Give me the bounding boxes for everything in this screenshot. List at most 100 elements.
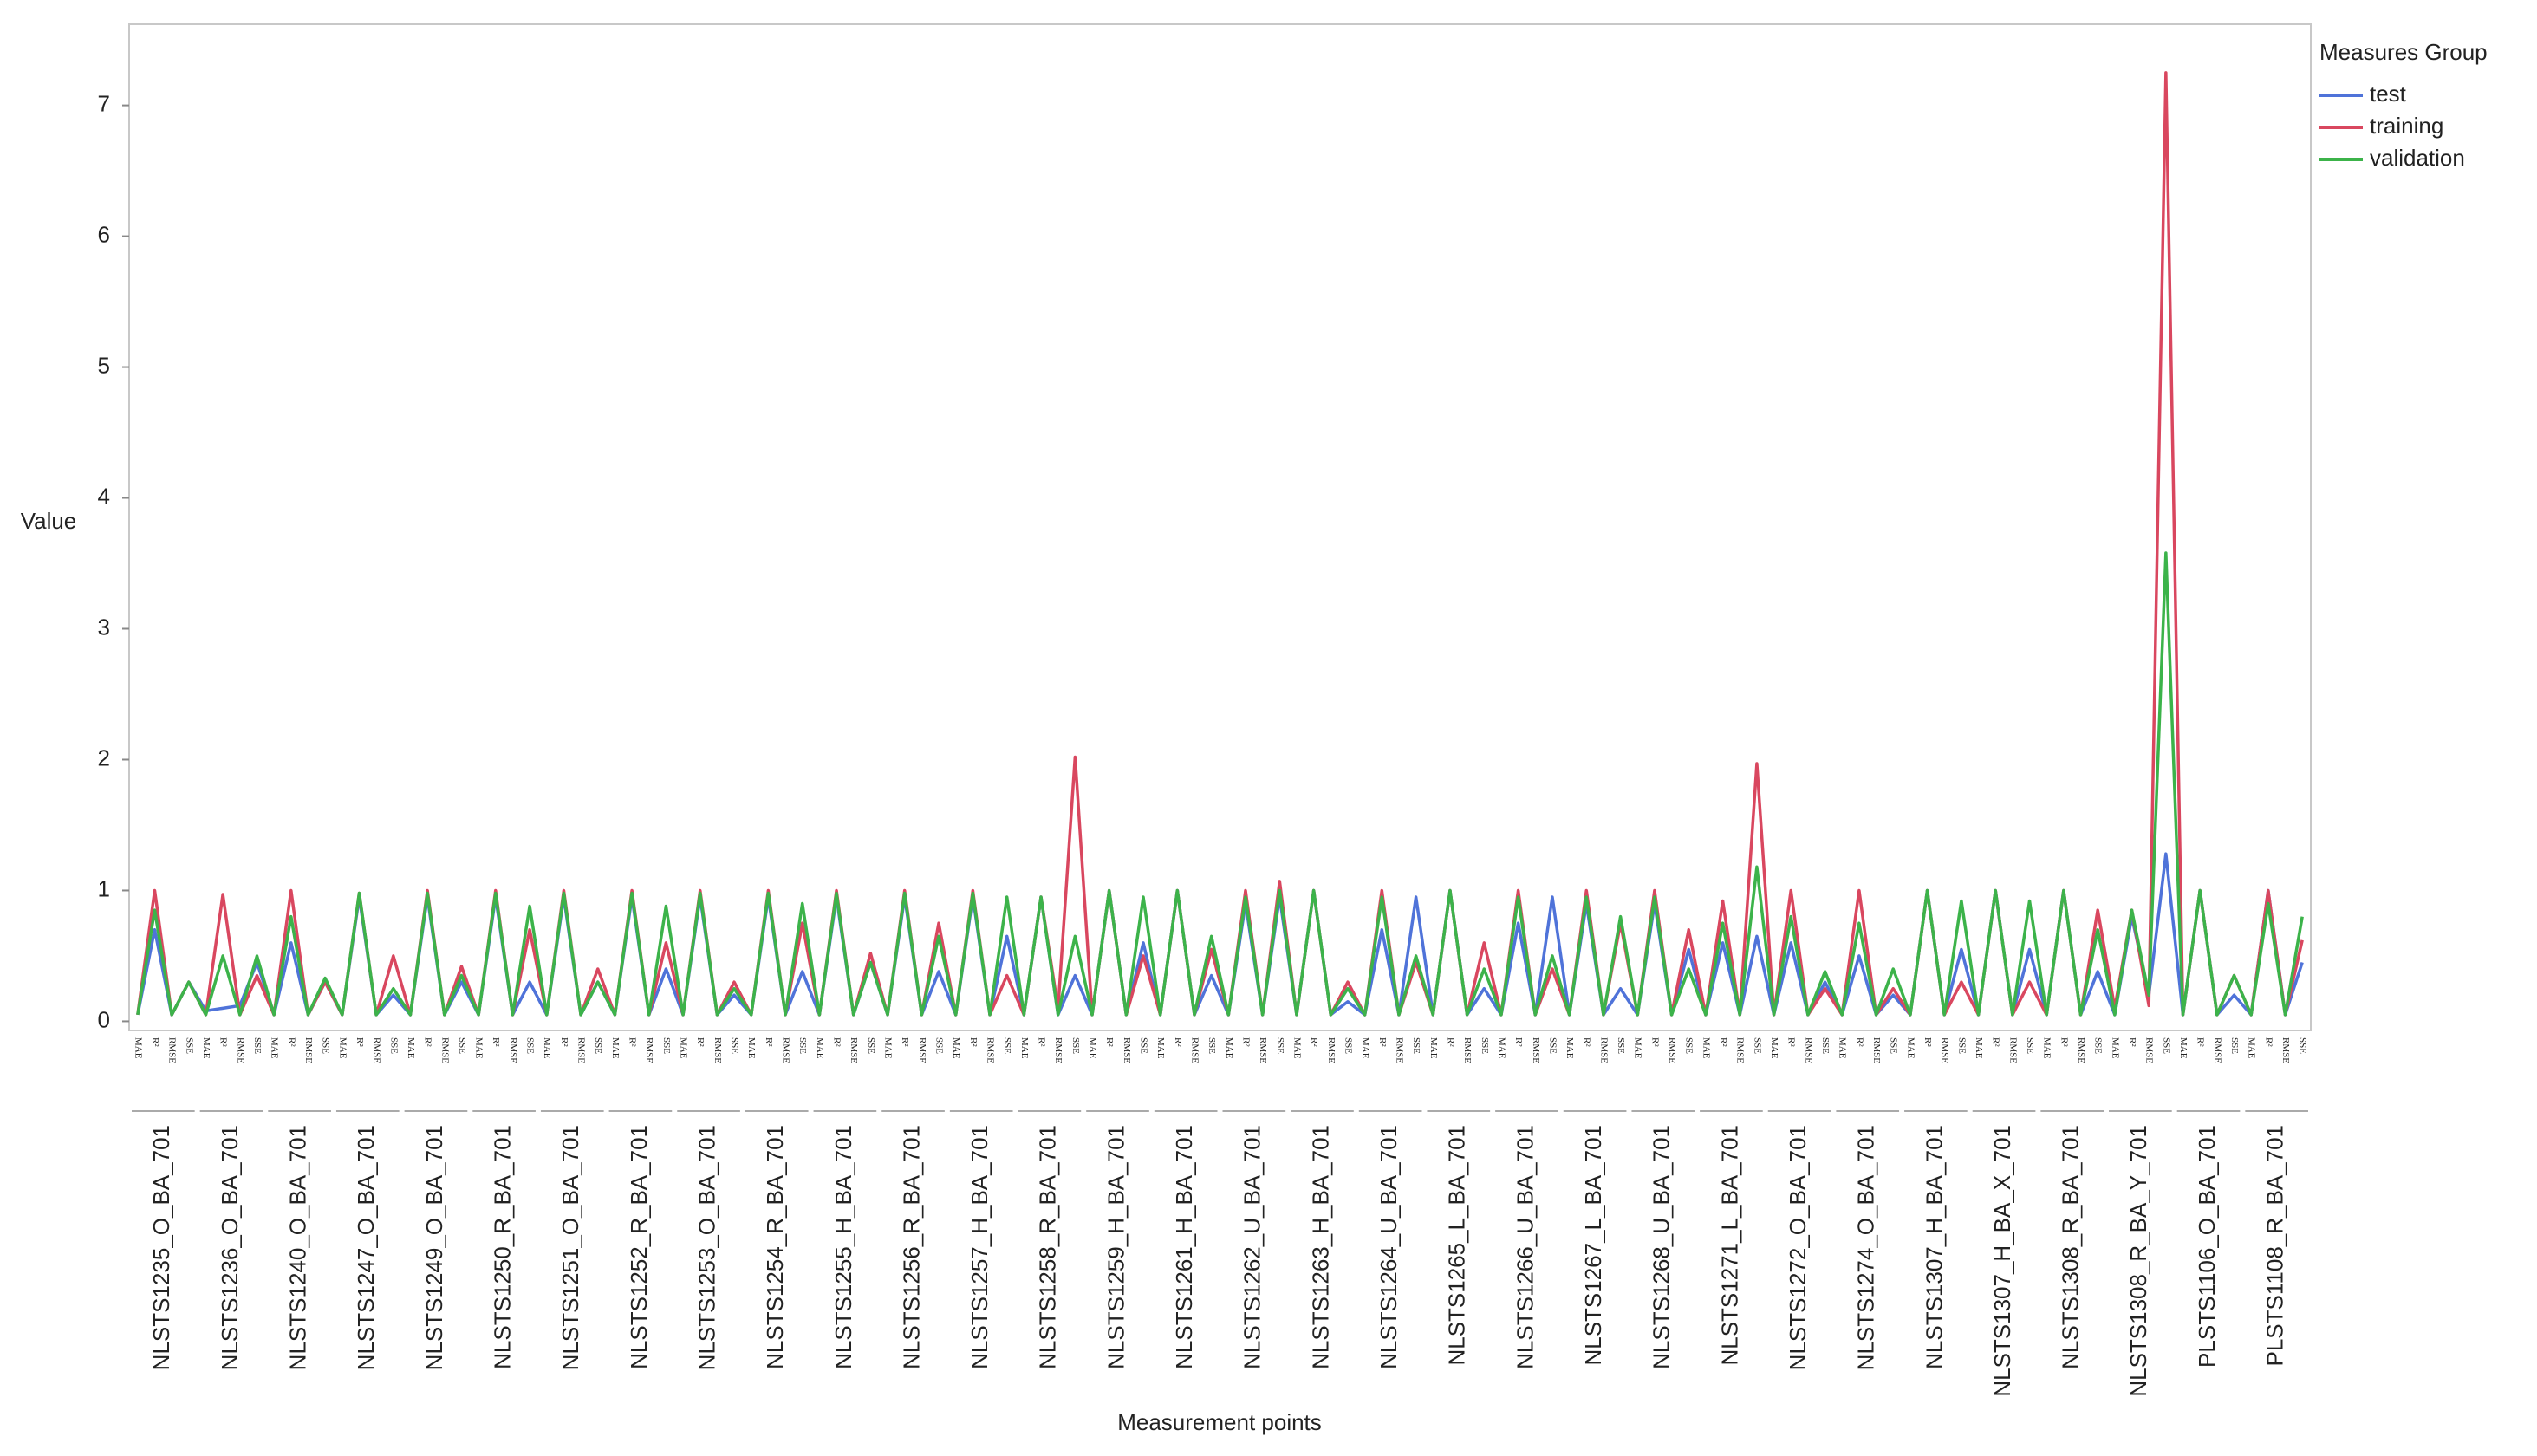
group-label: NLSTS1274_O_BA_701 xyxy=(1853,1125,1879,1370)
measure-label: SSE xyxy=(2025,1037,2035,1054)
measure-label: R² xyxy=(491,1037,501,1047)
measure-label: RMSE xyxy=(576,1037,587,1063)
y-tick-label: 7 xyxy=(98,90,110,116)
measure-label: SSE xyxy=(797,1037,808,1054)
measure-label: R² xyxy=(1922,1037,1933,1047)
measure-label: SSE xyxy=(1002,1037,1012,1054)
measure-label: SSE xyxy=(934,1037,945,1054)
measure-label: RMSE xyxy=(372,1037,382,1063)
measure-label: MAE xyxy=(270,1037,280,1059)
measure-label: SSE xyxy=(661,1037,672,1054)
measure-label: RMSE xyxy=(167,1037,178,1063)
measure-label: R² xyxy=(1036,1037,1046,1047)
measure-label: MAE xyxy=(1224,1037,1234,1059)
measure-label: RMSE xyxy=(1326,1037,1337,1063)
measure-label: SSE xyxy=(1138,1037,1148,1054)
group-label: NLSTS1307_H_BA_701 xyxy=(1921,1125,1947,1369)
group-label: NLSTS1236_O_BA_701 xyxy=(217,1125,243,1370)
measure-label: R² xyxy=(1991,1037,2001,1047)
measure-label: RMSE xyxy=(508,1037,518,1063)
group-label: NLSTS1263_H_BA_701 xyxy=(1307,1125,1333,1369)
group-label: PLSTS1106_O_BA_701 xyxy=(2194,1125,2220,1368)
y-tick-label: 4 xyxy=(98,483,110,509)
measure-label: SSE xyxy=(593,1037,603,1054)
measure-label: R² xyxy=(2059,1037,2069,1047)
measure-label: MAE xyxy=(1019,1037,1030,1059)
measure-label: RMSE xyxy=(1053,1037,1064,1063)
measure-label: R² xyxy=(2263,1037,2274,1047)
measure-label: SSE xyxy=(1547,1037,1558,1054)
measure-label: R² xyxy=(2195,1037,2206,1047)
measure-label: MAE xyxy=(474,1037,485,1059)
legend-label: validation xyxy=(2370,145,2465,171)
measure-label: MAE xyxy=(2110,1037,2120,1059)
measure-label: MAE xyxy=(951,1037,961,1059)
measure-label: SSE xyxy=(2229,1037,2240,1054)
measure-label: R² xyxy=(1513,1037,1524,1047)
measure-label: RMSE xyxy=(849,1037,859,1063)
measure-label: RMSE xyxy=(1258,1037,1268,1063)
measure-label: MAE xyxy=(746,1037,757,1059)
measure-label: MAE xyxy=(679,1037,689,1059)
measure-label: R² xyxy=(968,1037,979,1047)
measure-label: RMSE xyxy=(1735,1037,1746,1063)
group-label: NLSTS1271_L_BA_701 xyxy=(1716,1125,1742,1366)
measure-label: RMSE xyxy=(712,1037,723,1063)
measure-label: SSE xyxy=(1275,1037,1285,1054)
measure-label: R² xyxy=(150,1037,160,1047)
measure-label: SSE xyxy=(1207,1037,1217,1054)
y-axis-title: Value xyxy=(21,508,77,534)
measure-label: SSE xyxy=(2093,1037,2104,1054)
measure-label: R² xyxy=(355,1037,365,1047)
series-line xyxy=(136,852,2304,1017)
group-label: NLSTS1308_R_BA_Y_701 xyxy=(2125,1125,2151,1397)
group-label: NLSTS1250_R_BA_701 xyxy=(489,1125,515,1369)
measure-label: RMSE xyxy=(1531,1037,1541,1063)
measure-label: MAE xyxy=(2042,1037,2052,1059)
measure-label: SSE xyxy=(1684,1037,1695,1054)
measure-label: R² xyxy=(695,1037,706,1047)
measure-label: SSE xyxy=(1070,1037,1081,1054)
measure-label: R² xyxy=(559,1037,569,1047)
group-label: NLSTS1264_U_BA_701 xyxy=(1376,1125,1402,1369)
measure-label: MAE xyxy=(1564,1037,1575,1059)
measure-label: MAE xyxy=(1428,1037,1439,1059)
measure-label: RMSE xyxy=(781,1037,791,1063)
measure-label: R² xyxy=(1309,1037,1319,1047)
group-label: NLSTS1240_O_BA_701 xyxy=(285,1125,311,1370)
measure-label: SSE xyxy=(1820,1037,1831,1054)
measure-label: R² xyxy=(628,1037,638,1047)
y-tick-label: 1 xyxy=(98,875,110,901)
measure-label: RMSE xyxy=(986,1037,996,1063)
measure-label: SSE xyxy=(730,1037,740,1054)
series-line xyxy=(136,551,2304,1017)
measure-label: RMSE xyxy=(917,1037,927,1063)
group-label: NLSTS1265_L_BA_701 xyxy=(1444,1125,1470,1366)
measure-label: SSE xyxy=(184,1037,194,1054)
legend-title: Measures Group xyxy=(2319,39,2488,65)
measure-label: MAE xyxy=(201,1037,211,1059)
measure-label: RMSE xyxy=(235,1037,245,1063)
measure-label: MAE xyxy=(1905,1037,1916,1059)
measure-label: R² xyxy=(1104,1037,1115,1047)
group-label: NLSTS1254_R_BA_701 xyxy=(762,1125,788,1369)
measure-label: R² xyxy=(1854,1037,1864,1047)
group-label: NLSTS1235_O_BA_701 xyxy=(148,1125,174,1370)
group-label: NLSTS1262_U_BA_701 xyxy=(1239,1125,1265,1369)
measure-label: MAE xyxy=(1701,1037,1711,1059)
measure-label: MAE xyxy=(1087,1037,1097,1059)
measure-label: MAE xyxy=(1974,1037,1984,1059)
measure-label: MAE xyxy=(1838,1037,1848,1059)
measure-label: RMSE xyxy=(2076,1037,2086,1063)
group-label: NLSTS1307_H_BA_X_701 xyxy=(1989,1125,2015,1397)
measure-label: SSE xyxy=(457,1037,467,1054)
series-line xyxy=(136,71,2304,1017)
measure-label: MAE xyxy=(815,1037,825,1059)
measure-label: MAE xyxy=(406,1037,416,1059)
group-label: NLSTS1251_O_BA_701 xyxy=(557,1125,583,1370)
measure-label: R² xyxy=(423,1037,433,1047)
measure-label: R² xyxy=(900,1037,910,1047)
group-label: NLSTS1253_O_BA_701 xyxy=(693,1125,719,1370)
measure-label: RMSE xyxy=(2144,1037,2155,1063)
